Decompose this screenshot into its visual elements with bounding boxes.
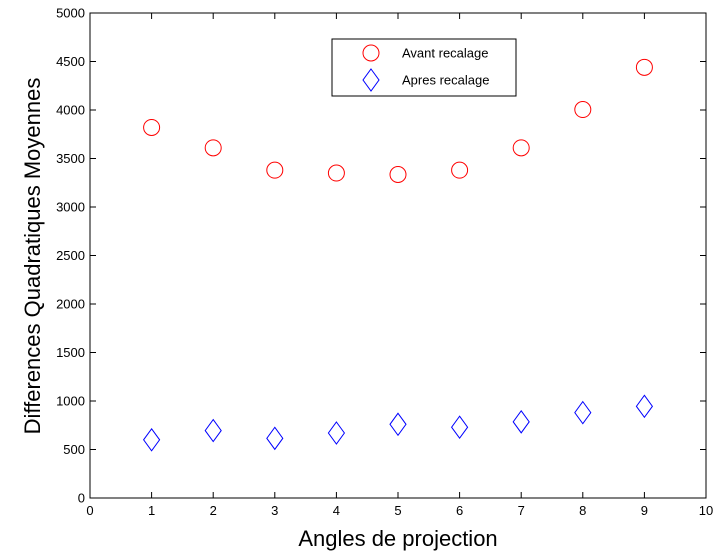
x-axis-label: Angles de projection xyxy=(298,526,497,551)
x-tick-label: 1 xyxy=(148,503,155,518)
y-tick-label: 5000 xyxy=(56,6,85,21)
avant-recalage-point xyxy=(266,161,284,179)
apres-recalage-point xyxy=(142,427,161,452)
y-tick-label: 2500 xyxy=(56,248,85,263)
x-tick-label: 7 xyxy=(518,503,525,518)
apres-recalage-point xyxy=(389,412,407,437)
y-tick-label: 500 xyxy=(63,442,85,457)
apres-recalage-point xyxy=(574,400,592,425)
x-tick-label: 5 xyxy=(394,503,401,518)
avant-recalage-point xyxy=(327,164,345,182)
avant-recalage-point xyxy=(512,139,530,157)
data-points xyxy=(142,58,654,452)
x-tick-label: 9 xyxy=(641,503,648,518)
y-axis-label: Differences Quadratiques Moyennes xyxy=(20,78,45,435)
axis-ticks xyxy=(89,12,707,499)
legend: Avant recalage Apres recalage xyxy=(331,38,517,97)
avant-recalage-point xyxy=(389,166,407,184)
y-tick-label: 1000 xyxy=(56,394,85,409)
legend-box xyxy=(331,38,517,97)
apres-recalage-point xyxy=(204,418,222,443)
avant-recalage-point xyxy=(451,161,469,179)
avant-recalage-point xyxy=(204,139,222,157)
y-tick-label: 4000 xyxy=(56,103,85,118)
avant-recalage-point xyxy=(635,58,653,76)
apres-recalage-point xyxy=(266,426,284,451)
y-tick-label: 3000 xyxy=(56,200,85,215)
apres-recalage-point xyxy=(635,394,654,419)
legend-marker-1 xyxy=(362,68,380,92)
y-tick-label: 3500 xyxy=(56,151,85,166)
apres-recalage-point xyxy=(450,415,469,440)
x-tick-label: 3 xyxy=(271,503,278,518)
x-tick-label: 8 xyxy=(579,503,586,518)
avant-recalage-point xyxy=(143,118,161,136)
apres-recalage-point xyxy=(512,410,530,434)
y-tick-label: 2000 xyxy=(56,297,85,312)
y-tick-label: 4500 xyxy=(56,54,85,69)
apres-recalage-point xyxy=(327,421,346,445)
x-tick-label: 6 xyxy=(456,503,463,518)
x-tick-label: 2 xyxy=(210,503,217,518)
legend-label-0: Avant recalage xyxy=(402,46,489,61)
avant-recalage-point xyxy=(574,101,592,119)
x-tick-label: 0 xyxy=(86,503,93,518)
y-tick-label: 0 xyxy=(78,491,85,506)
legend-marker-0 xyxy=(362,44,380,62)
series-avant-recalage xyxy=(143,58,653,184)
series-apres-recalage xyxy=(142,394,654,452)
x-tick-label: 4 xyxy=(333,503,340,518)
axis-tick-labels: 0 1 2 3 4 5 6 7 8 9 10 0 500 1000 1500 2000 2500 3000 3500… xyxy=(56,6,713,519)
y-tick-label: 1500 xyxy=(56,345,85,360)
legend-label-1: Apres recalage xyxy=(402,73,489,88)
x-tick-label: 10 xyxy=(699,503,713,518)
